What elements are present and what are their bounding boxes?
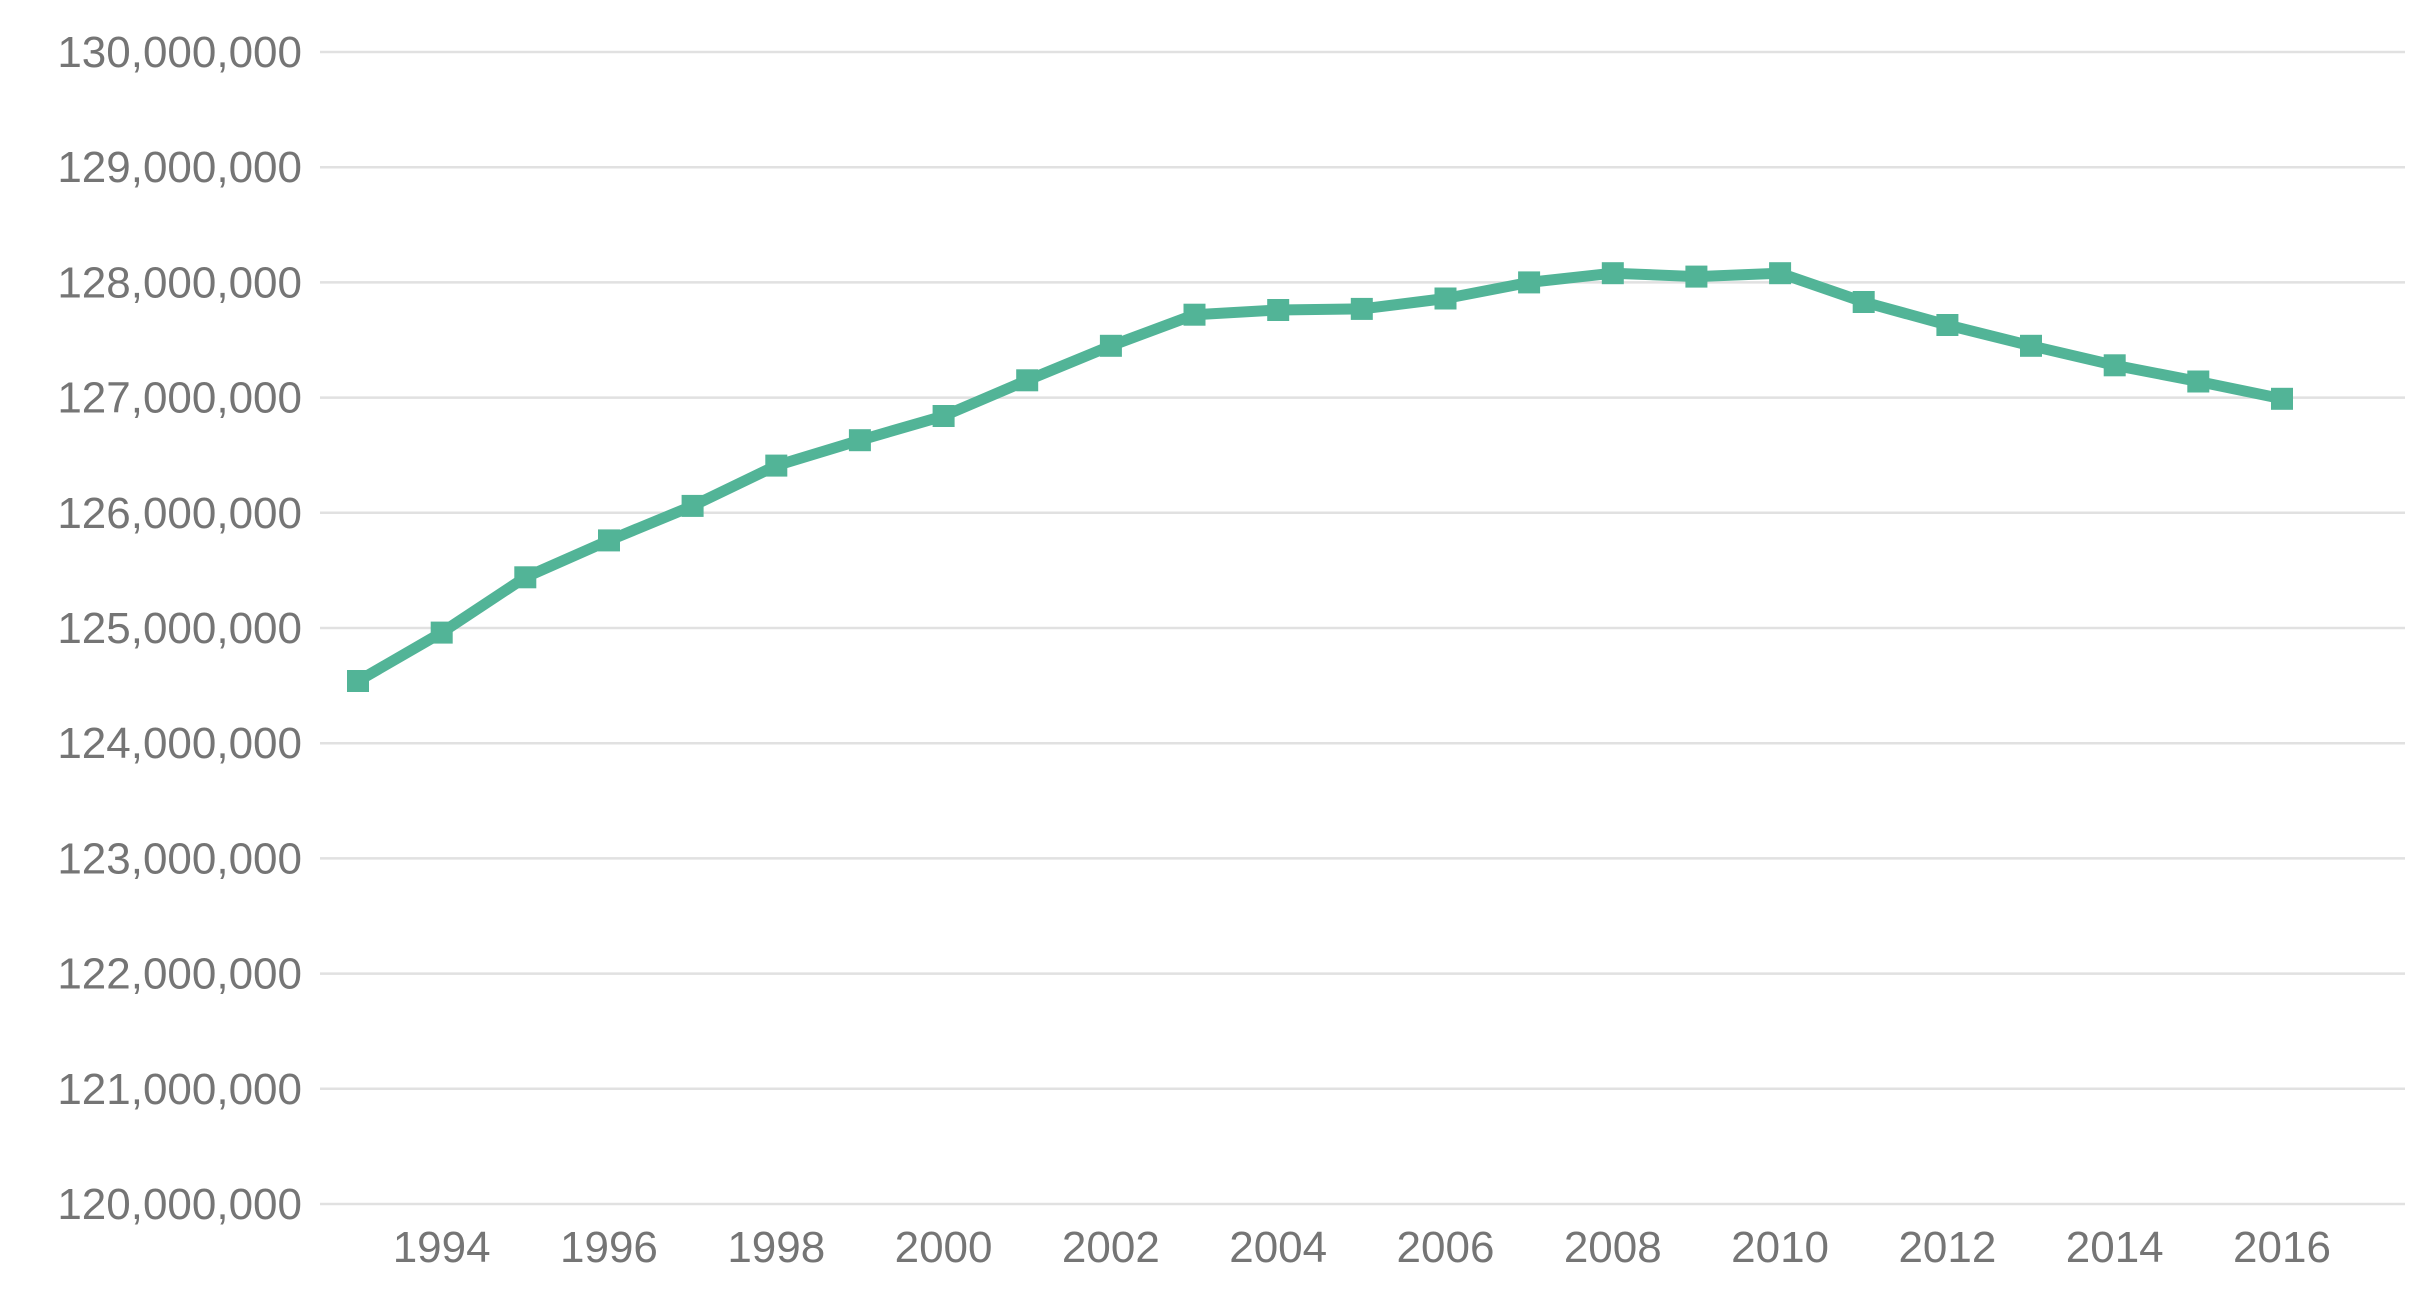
x-axis: 1994 1996 1998 2000 2002 2004 2006 2008 2010 2012… — [393, 1223, 2331, 1272]
x-tick-label: 2004 — [1229, 1223, 1327, 1272]
y-tick-label: 120,000,000 — [57, 1180, 302, 1229]
data-point-marker — [848, 429, 871, 452]
x-tick-label: 2012 — [1898, 1223, 1996, 1272]
x-tick-label: 1994 — [393, 1223, 491, 1272]
data-point-marker — [598, 529, 620, 552]
data-point-marker — [1601, 262, 1624, 285]
data-point-marker — [1350, 297, 1373, 320]
x-tick-label: 2002 — [1062, 1223, 1160, 1272]
data-point-marker — [1434, 287, 1457, 310]
grid-layer — [320, 50, 2405, 1206]
y-tick-label: 123,000,000 — [57, 834, 302, 883]
data-point-marker — [2271, 387, 2293, 410]
data-point-marker — [2187, 370, 2210, 393]
data-point-marker — [1016, 369, 1039, 392]
y-axis: 120,000,000 121,000,000 122,000,000 123,000… — [57, 28, 302, 1229]
x-tick-label: 2000 — [895, 1223, 993, 1272]
data-point-marker — [1267, 299, 1290, 321]
data-point-marker — [1769, 262, 1792, 285]
data-point-marker — [1518, 271, 1541, 294]
y-tick-label: 125,000,000 — [57, 604, 302, 653]
y-tick-label: 124,000,000 — [57, 719, 302, 768]
y-tick-label: 122,000,000 — [57, 950, 302, 999]
y-tick-label: 126,000,000 — [57, 489, 302, 538]
data-point-marker — [1685, 265, 1708, 288]
y-tick-label: 129,000,000 — [57, 143, 302, 192]
series-layer — [347, 262, 2293, 692]
data-point-marker — [681, 494, 704, 517]
y-tick-label: 130,000,000 — [57, 28, 302, 77]
data-point-marker — [514, 566, 537, 589]
x-tick-label: 2010 — [1731, 1223, 1829, 1272]
data-point-marker — [1936, 314, 1959, 336]
data-point-marker — [1099, 334, 1122, 357]
data-point-marker — [765, 454, 788, 477]
data-point-marker — [1183, 303, 1206, 326]
y-tick-label: 128,000,000 — [57, 258, 302, 307]
x-tick-label: 2014 — [2066, 1223, 2164, 1272]
y-tick-label: 127,000,000 — [57, 374, 302, 423]
y-tick-label: 121,000,000 — [57, 1065, 302, 1114]
data-point-marker — [932, 405, 955, 427]
series-line — [352, 267, 2288, 687]
data-point-marker — [2103, 354, 2126, 377]
x-tick-label: 1996 — [560, 1223, 658, 1272]
data-point-marker — [2020, 334, 2042, 357]
x-tick-label: 2008 — [1564, 1223, 1662, 1272]
x-tick-label: 2016 — [2233, 1223, 2331, 1272]
data-point-marker — [430, 621, 453, 644]
data-point-marker — [1852, 291, 1875, 313]
data-point-marker — [347, 670, 369, 692]
x-tick-label: 1998 — [727, 1223, 825, 1272]
x-tick-label: 2006 — [1397, 1223, 1495, 1272]
